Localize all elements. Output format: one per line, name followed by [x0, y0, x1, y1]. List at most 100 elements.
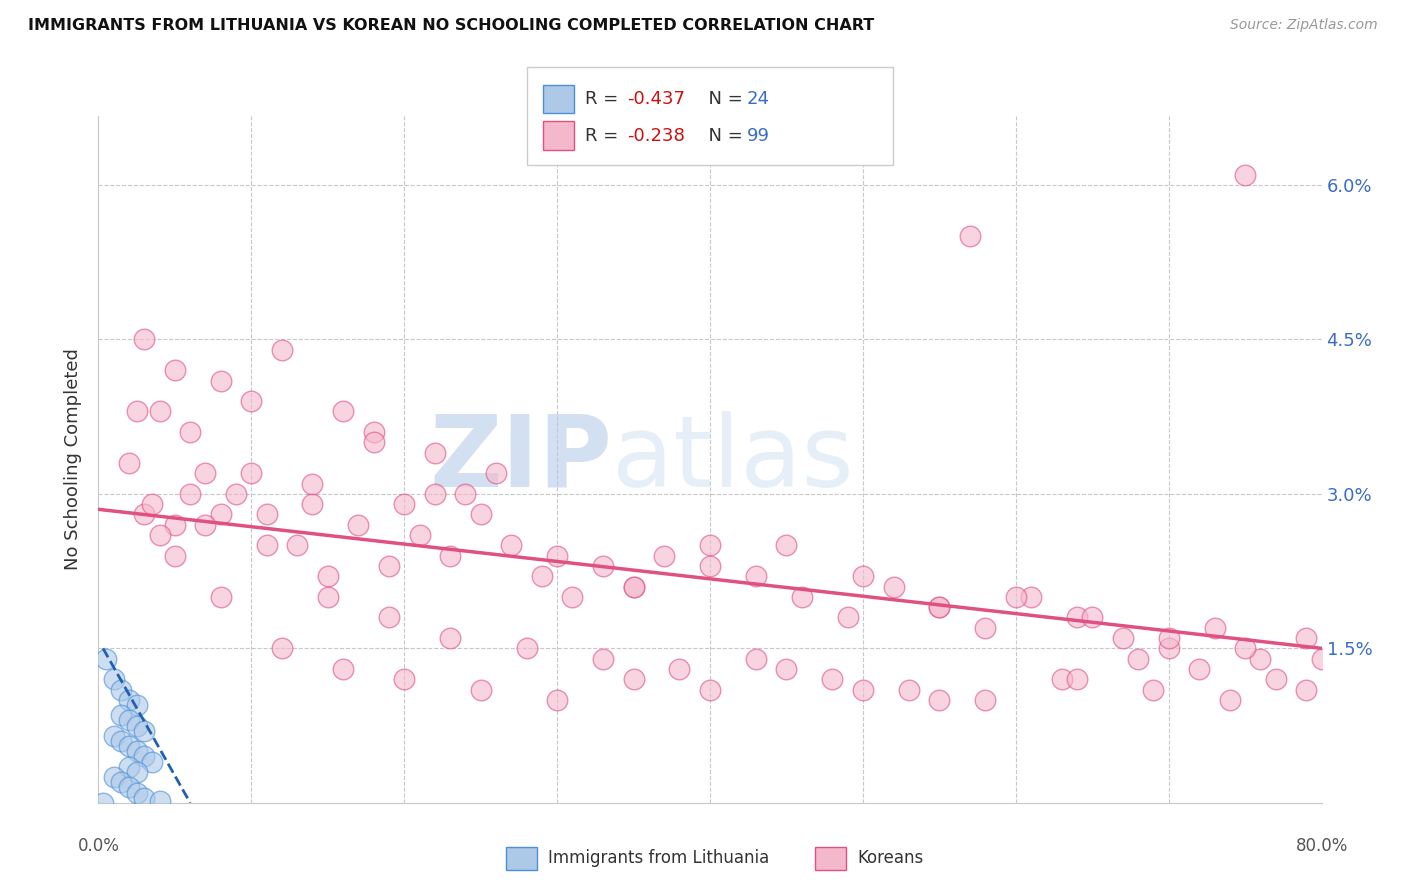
Point: [699, 682, 721, 697]
Point: [530, 569, 553, 583]
Point: [270, 641, 294, 656]
Point: [546, 549, 568, 563]
Point: [392, 672, 416, 686]
Point: [134, 333, 156, 347]
Text: Immigrants from Lithuania: Immigrants from Lithuania: [548, 849, 769, 867]
Point: [103, 729, 125, 743]
Point: [125, 698, 148, 712]
Point: [1157, 641, 1180, 656]
Point: [454, 487, 477, 501]
Point: [94, 651, 117, 665]
Point: [125, 744, 148, 758]
Point: [1004, 590, 1026, 604]
Point: [897, 682, 920, 697]
Point: [974, 693, 997, 707]
Text: 80.0%: 80.0%: [1295, 837, 1348, 855]
Point: [1112, 631, 1135, 645]
Point: [821, 672, 844, 686]
Point: [141, 497, 163, 511]
Point: [118, 714, 141, 728]
Point: [378, 558, 401, 573]
Text: Koreans: Koreans: [858, 849, 924, 867]
Point: [1310, 651, 1333, 665]
Point: [1066, 610, 1088, 624]
Point: [1295, 631, 1317, 645]
Point: [103, 770, 125, 784]
Point: [745, 569, 768, 583]
Point: [408, 528, 430, 542]
Point: [623, 672, 645, 686]
Point: [256, 538, 278, 552]
Point: [194, 517, 217, 532]
Point: [837, 610, 859, 624]
Point: [652, 549, 675, 563]
Point: [91, 796, 114, 810]
Point: [363, 435, 385, 450]
Point: [134, 723, 156, 738]
Point: [256, 508, 278, 522]
Text: 0.0%: 0.0%: [77, 837, 120, 855]
Point: [470, 682, 492, 697]
Text: -0.238: -0.238: [627, 127, 685, 145]
Point: [332, 662, 354, 676]
Point: [623, 580, 645, 594]
Point: [516, 641, 538, 656]
Text: IMMIGRANTS FROM LITHUANIA VS KOREAN NO SCHOOLING COMPLETED CORRELATION CHART: IMMIGRANTS FROM LITHUANIA VS KOREAN NO S…: [28, 18, 875, 33]
Point: [163, 549, 186, 563]
Point: [1188, 662, 1211, 676]
Point: [928, 600, 950, 615]
Text: atlas: atlas: [612, 411, 853, 508]
Text: N =: N =: [697, 127, 749, 145]
Point: [285, 538, 308, 552]
Point: [118, 456, 141, 470]
Point: [439, 549, 461, 563]
Point: [592, 651, 614, 665]
Point: [883, 580, 905, 594]
Point: [378, 610, 401, 624]
Point: [301, 476, 323, 491]
Text: N =: N =: [697, 90, 749, 108]
Point: [149, 404, 172, 418]
Point: [134, 790, 156, 805]
Point: [149, 528, 172, 542]
Point: [270, 343, 294, 357]
Point: [1204, 621, 1226, 635]
Point: [125, 785, 148, 799]
Point: [301, 497, 323, 511]
Point: [1219, 693, 1241, 707]
Point: [928, 600, 950, 615]
Text: R =: R =: [585, 127, 624, 145]
Text: R =: R =: [585, 90, 624, 108]
Text: 24: 24: [747, 90, 769, 108]
Point: [623, 580, 645, 594]
Point: [316, 569, 339, 583]
Point: [1128, 651, 1150, 665]
Point: [974, 621, 997, 635]
Point: [118, 693, 141, 707]
Text: -0.437: -0.437: [627, 90, 685, 108]
Point: [423, 445, 446, 459]
Point: [790, 590, 813, 604]
Point: [1050, 672, 1073, 686]
Point: [546, 693, 568, 707]
Point: [363, 425, 385, 439]
Point: [561, 590, 583, 604]
Point: [179, 487, 201, 501]
Point: [141, 755, 163, 769]
Point: [163, 363, 186, 377]
Point: [209, 374, 232, 388]
Point: [110, 734, 132, 748]
Point: [316, 590, 339, 604]
Point: [103, 672, 125, 686]
Point: [852, 569, 875, 583]
Point: [852, 682, 875, 697]
Point: [668, 662, 690, 676]
Point: [134, 508, 156, 522]
Point: [775, 538, 797, 552]
Text: 99: 99: [747, 127, 769, 145]
Point: [959, 229, 981, 244]
Point: [125, 718, 148, 732]
Point: [392, 497, 416, 511]
Point: [110, 775, 132, 789]
Point: [1250, 651, 1272, 665]
